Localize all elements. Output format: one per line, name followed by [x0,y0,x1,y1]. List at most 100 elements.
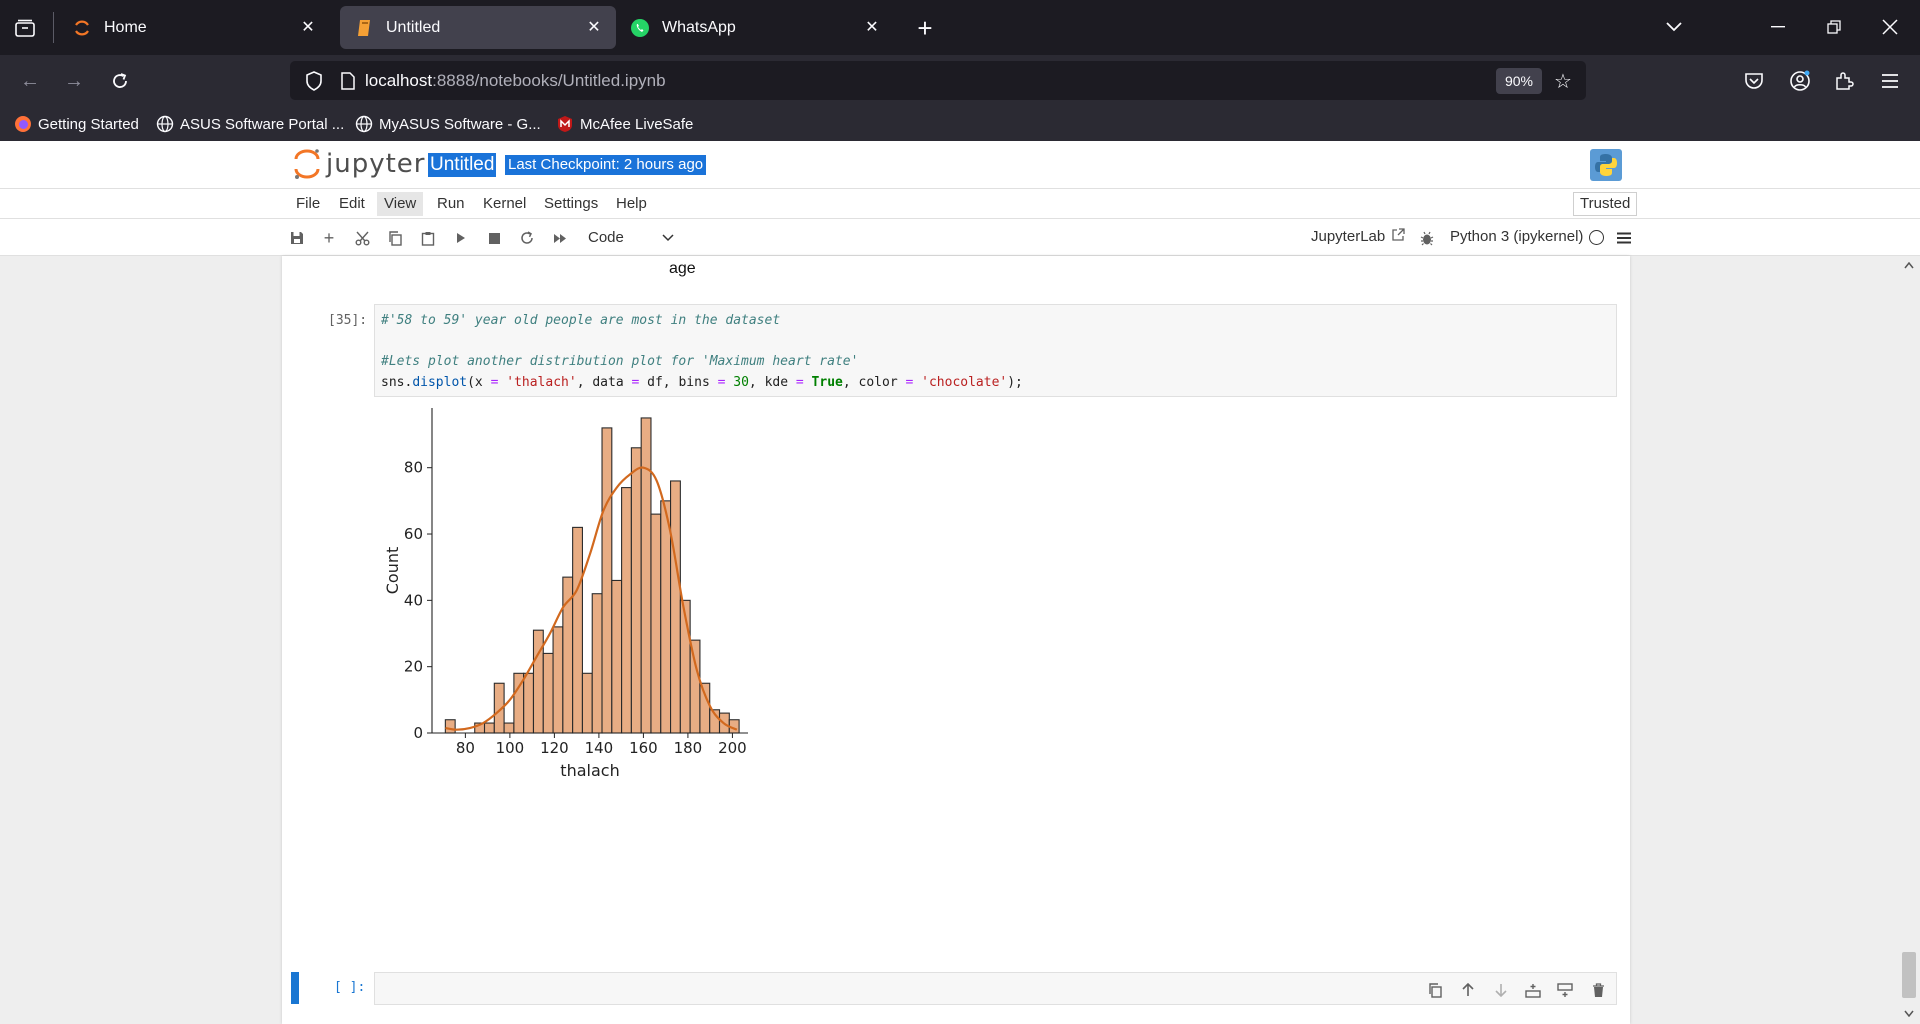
forward-icon[interactable]: → [64,69,84,92]
x-tick-label: 80 [456,739,475,757]
pocket-icon[interactable] [1738,65,1770,97]
notebook-toolbar: + Code JupyterLab Python 3 (ipykernel) [0,219,1920,256]
scroll-down-arrow-icon[interactable] [1901,1006,1917,1020]
kernel-name[interactable]: Python 3 (ipykernel) [1450,228,1584,245]
histogram-bar [532,629,544,734]
bookmark-label: ASUS Software Portal ... [180,115,345,133]
account-icon[interactable] [1784,65,1816,97]
empty-code-cell[interactable] [374,972,1617,1005]
menu-help[interactable]: Help [616,195,647,212]
url-text[interactable]: localhost:8888/notebooks/Untitled.ipynb [365,71,666,91]
bookmark-star-icon[interactable]: ☆ [1554,70,1572,93]
copy-icon[interactable] [384,227,406,249]
list-all-tabs-icon[interactable] [1654,12,1694,42]
menu-settings[interactable]: Settings [544,195,599,212]
restore-icon[interactable] [1814,12,1854,42]
minimize-icon[interactable] [1758,12,1798,42]
cut-icon[interactable] [351,227,373,249]
bookmark-label: McAfee LiveSafe [580,115,694,133]
insert-above-icon[interactable] [1522,979,1544,1001]
back-icon[interactable]: ← [20,69,40,92]
trusted-indicator[interactable]: Trusted [1573,192,1638,216]
tab-home[interactable]: Home ✕ [58,6,330,49]
close-tab-icon[interactable]: ✕ [865,19,879,36]
jupyter-logo[interactable]: jupyter [292,147,425,181]
fast-forward-icon[interactable] [549,227,571,249]
menu-run[interactable]: Run [437,195,465,212]
bookmark-asus-portal[interactable]: ASUS Software Portal ... [156,112,344,136]
stop-icon[interactable] [483,227,505,249]
histogram-bar [650,513,662,734]
scroll-up-arrow-icon[interactable] [1901,258,1917,272]
jupyter-icon [72,18,92,38]
restart-icon[interactable] [516,227,538,249]
histogram-svg: 80 100 120 140 160 180 200 0 20 40 60 80 thalach Coun… [383,408,748,780]
bookmark-mcafee[interactable]: McAfee LiveSafe [556,112,693,136]
close-tab-icon[interactable]: ✕ [301,19,315,36]
menu-edit[interactable]: Edit [339,195,365,212]
last-checkpoint: Last Checkpoint: 2 hours ago [505,155,707,175]
code-line-4: sns.displot(x = 'thalach', data = df, bi… [381,375,1023,390]
save-icon[interactable] [286,227,308,249]
empty-cell-prompt: [ ]: [334,980,366,995]
notebook-title[interactable]: Untitled [428,153,497,177]
menu-view[interactable]: View [377,192,424,216]
debugger-bug-icon[interactable] [1416,227,1438,249]
duplicate-cell-icon[interactable] [1424,979,1446,1001]
extensions-icon[interactable] [1828,65,1860,97]
address-bar[interactable]: localhost:8888/notebooks/Untitled.ipynb … [290,61,1586,100]
page-icon[interactable] [336,69,360,93]
tab-untitled[interactable]: Untitled ✕ [340,6,616,49]
jupyterlab-link[interactable]: JupyterLab [1311,228,1405,245]
y-tick-label: 0 [413,724,423,742]
code-cell[interactable]: #'58 to 59' year old people are most in … [374,304,1617,397]
tab-list-icon[interactable] [10,14,40,42]
browser-nav-bar: ← → localhost:8888/notebooks/Untitled.ip… [0,55,1920,106]
histogram-bar [689,639,701,734]
browser-tab-bar: Home ✕ Untitled ✕ WhatsApp ✕ + [0,0,1920,55]
move-up-icon[interactable] [1457,979,1479,1001]
add-cell-icon[interactable]: + [323,227,335,248]
histogram-bar [503,722,515,734]
histogram-bar [699,682,711,734]
insert-below-icon[interactable] [1554,979,1576,1001]
close-window-icon[interactable] [1870,12,1910,42]
tab-title: WhatsApp [662,18,736,36]
jupyter-logo-icon [294,149,320,179]
hamburger-menu-icon[interactable] [1613,227,1635,249]
scrollbar-thumb[interactable] [1902,952,1916,998]
menu-file[interactable]: File [296,195,321,212]
kde-line [445,466,738,731]
tab-separator [53,12,54,43]
reload-icon[interactable] [104,65,136,97]
menu-icon[interactable] [1874,65,1906,97]
histogram-bar [611,579,623,734]
kernel-status-icon [1589,230,1604,245]
histogram-bar [670,480,681,734]
menu-kernel[interactable]: Kernel [483,195,527,212]
external-link-icon [1391,228,1405,245]
delete-cell-icon[interactable] [1587,979,1609,1001]
histogram-bar [630,447,642,734]
tab-whatsapp[interactable]: WhatsApp ✕ [622,6,894,49]
move-down-icon[interactable] [1490,979,1512,1001]
close-tab-icon[interactable]: ✕ [587,19,601,36]
thalach-distribution-plot: 80 100 120 140 160 180 200 0 20 40 60 80 thalach Coun… [376,408,936,948]
bookmark-label: Getting Started [38,115,139,133]
bookmark-myasus[interactable]: MyASUS Software - G... [355,112,541,136]
notebook-scrollbar[interactable] [1898,256,1920,1024]
run-icon[interactable] [450,227,472,249]
bookmark-label: MyASUS Software - G... [379,115,541,133]
y-tick-label: 80 [404,459,423,477]
shield-icon[interactable] [302,69,326,93]
cell-type-select[interactable]: Code [584,226,678,250]
zoom-level[interactable]: 90% [1496,68,1542,94]
new-tab-icon[interactable]: + [917,12,933,43]
bookmark-getting-started[interactable]: Getting Started [14,112,139,136]
notebook-icon [354,18,374,38]
y-tick-label: 20 [404,658,423,676]
histogram-bar [542,652,554,734]
histogram-bar [523,672,535,734]
x-tick-label: 160 [629,739,658,757]
paste-icon[interactable] [417,227,439,249]
